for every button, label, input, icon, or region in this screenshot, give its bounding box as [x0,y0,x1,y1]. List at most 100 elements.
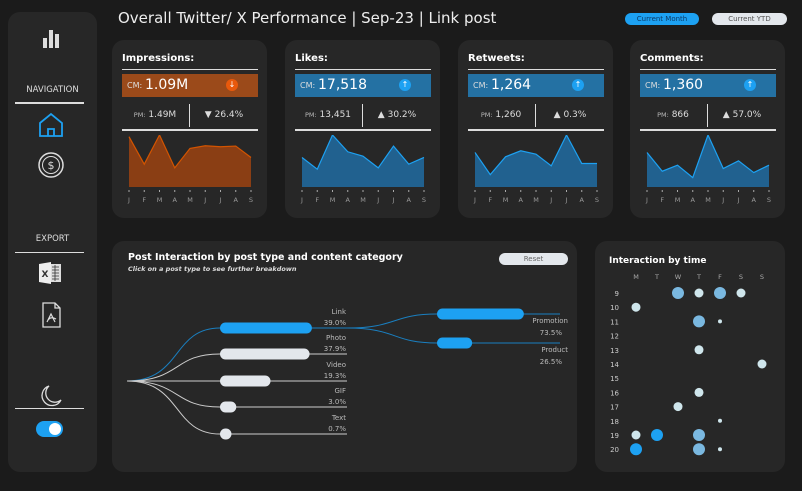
interaction-bubble[interactable] [718,319,722,324]
interaction-bubble[interactable] [693,429,705,441]
post-type-bar-photo[interactable] [220,348,310,360]
month-label: M [675,196,681,204]
post-type-label: Text [331,414,346,422]
month-label: A [407,196,412,204]
day-label: S [739,273,743,281]
export-label: EXPORT [35,234,70,244]
category-pct: 73.5% [540,329,563,337]
month-label: J [127,196,130,204]
interaction-bubble[interactable] [694,345,704,355]
interaction-bubble[interactable] [693,443,705,456]
interaction-bubble[interactable] [631,302,641,312]
divider [15,252,84,253]
current-month-button[interactable]: Current Month [625,13,699,25]
change: ▲ 30.2% [363,110,431,120]
divider [468,69,604,70]
excel-icon[interactable]: X [34,256,68,290]
svg-text:$: $ [48,159,55,172]
month-label: S [249,196,253,204]
cm-value: 1.09M [145,77,189,93]
kpi-title: Impressions: [122,53,195,64]
hour-label: 14 [610,361,619,369]
previous-month: PM: 866 [640,110,706,120]
cm-label: CM: [473,81,489,90]
pm-label: PM: [657,111,669,119]
interaction-bubble[interactable] [718,418,722,423]
divider [468,129,604,131]
day-label: T [654,273,659,281]
interaction-bubble[interactable] [630,443,642,456]
kpi-title: Likes: [295,53,328,64]
change: ▲ 0.3% [536,110,604,120]
interaction-bubble[interactable] [718,447,722,452]
trend-line [301,135,425,171]
current-ytd-button[interactable]: Current YTD [712,13,787,25]
hour-label: 17 [610,404,619,412]
interaction-bubble[interactable] [694,387,704,397]
interaction-bubble[interactable] [693,315,705,328]
trend-area [475,135,597,187]
post-interaction-panel: Post Interaction by post type and conten… [112,241,577,472]
category-label: Promotion [532,317,568,325]
interaction-time-panel: Interaction by time M T W T F S S 9 10 11 12 13 14 15… [595,241,785,472]
hour-label: 20 [610,446,619,454]
trend-area [302,135,424,187]
month-label: F [488,196,492,204]
dollar-icon[interactable]: $ [34,148,68,182]
month-label: J [549,196,552,204]
toggle-knob [49,423,61,435]
post-type-pct: 19.3% [324,372,347,380]
month-label: M [503,196,509,204]
interaction-bubble[interactable] [757,359,767,369]
day-label: F [718,273,722,281]
category-bar-product[interactable] [437,337,473,349]
divider [295,129,431,131]
interaction-bubble[interactable] [714,287,726,299]
post-interaction-title: Post Interaction by post type and conten… [128,252,403,263]
pm-value: 866 [671,110,689,120]
trend-line [474,135,597,176]
pdf-icon[interactable] [34,298,68,332]
post-type-bar-link[interactable] [220,322,312,334]
month-label: S [767,196,771,204]
month-label: J [300,196,303,204]
day-label: T [696,273,701,281]
category-bar-promotion[interactable] [437,308,524,320]
divider [122,129,258,131]
post-type-pct: 37.9% [324,345,347,353]
divider [707,104,708,127]
branch-line [126,380,347,408]
month-label: A [691,196,696,204]
current-month-box: CM: 1,264 ↑ [468,74,604,97]
svg-text:X: X [42,270,49,280]
month-label: F [142,196,146,204]
branch-line [126,380,347,435]
hour-label: 16 [610,389,619,397]
reset-button[interactable]: Reset [499,253,568,265]
month-label: A [752,196,757,204]
triangle-up-icon: ▲ [553,110,561,120]
dark-mode-toggle[interactable] [36,421,63,437]
post-type-bar-text[interactable] [220,428,232,440]
month-label: M [360,196,366,204]
interaction-bubble[interactable] [673,402,683,412]
month-label: J [203,196,206,204]
kpi-title: Comments: [640,53,704,64]
home-icon[interactable] [34,108,68,142]
pm-label: PM: [480,111,493,119]
interaction-bubble[interactable] [736,288,746,298]
post-type-bar-gif[interactable] [220,401,237,413]
interaction-bubble[interactable] [694,288,704,298]
interaction-bubble[interactable] [651,429,663,441]
post-interaction-subtitle: Click on a post type to see further brea… [128,265,297,273]
moon-icon[interactable] [34,378,68,412]
post-type-bar-video[interactable] [220,375,271,387]
month-label: S [595,196,599,204]
month-label: A [173,196,178,204]
interaction-bubble[interactable] [672,287,684,299]
interaction-bubble[interactable] [631,430,641,440]
interaction-time-title: Interaction by time [609,256,707,266]
change-value: 57.0% [732,110,762,120]
month-label: J [645,196,648,204]
